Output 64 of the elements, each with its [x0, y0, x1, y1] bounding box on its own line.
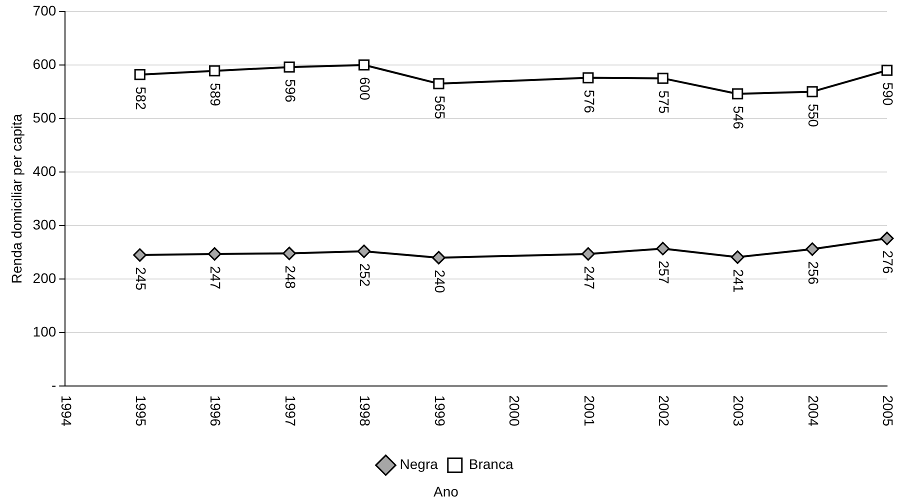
x-axis-title: Ano — [434, 483, 459, 500]
data-label: 596 — [282, 79, 298, 103]
data-label: 256 — [805, 261, 822, 285]
legend-label: Branca — [468, 456, 514, 472]
point — [433, 78, 444, 90]
data-label: 589 — [208, 82, 224, 106]
data-label: 565 — [432, 96, 448, 120]
x-tick-label: 1995 — [133, 395, 150, 427]
data-label: 247 — [208, 266, 224, 290]
point — [582, 72, 594, 84]
x-tick-label: 1997 — [282, 395, 298, 427]
data-label: 248 — [282, 265, 298, 289]
point — [358, 59, 370, 70]
data-label: 550 — [805, 104, 822, 128]
point — [732, 88, 744, 100]
data-label: 240 — [432, 270, 448, 294]
legend-label: Negra — [400, 456, 438, 472]
y-axis-title: Renda domiciliar per capita — [8, 114, 24, 284]
y-tick-label: 600 — [32, 56, 56, 72]
data-label: 590 — [880, 82, 896, 106]
data-label: 575 — [656, 90, 672, 114]
point — [284, 62, 295, 73]
x-tick-label: 2005 — [880, 395, 896, 427]
x-tick-label: 2001 — [581, 395, 598, 427]
x-tick-label: 2003 — [730, 395, 747, 427]
x-tick-label: 1998 — [357, 395, 374, 427]
x-tick-label: 2000 — [506, 395, 523, 427]
data-label: 276 — [880, 250, 896, 274]
point — [581, 247, 595, 261]
point — [806, 86, 818, 98]
point — [282, 246, 296, 260]
point — [730, 250, 744, 264]
x-tick-label: 1994 — [58, 395, 74, 427]
point — [880, 232, 894, 246]
y-tick-label: 200 — [32, 270, 56, 286]
point — [432, 250, 446, 264]
y-tick-label: - — [51, 377, 56, 394]
point — [134, 69, 146, 80]
data-label: 252 — [357, 263, 374, 287]
point — [657, 72, 668, 84]
data-label: 241 — [730, 269, 747, 293]
data-label: 245 — [133, 267, 150, 291]
y-tick-label: 300 — [32, 216, 56, 232]
point — [208, 247, 222, 261]
data-label: 257 — [656, 260, 672, 284]
point — [357, 244, 371, 258]
x-tick-label: 1999 — [432, 395, 448, 427]
y-tick-label: 700 — [32, 2, 56, 18]
data-label: 247 — [581, 266, 598, 290]
x-tick-label: 2004 — [805, 395, 822, 427]
data-label: 600 — [357, 76, 374, 101]
data-label: 582 — [133, 86, 150, 110]
point — [806, 242, 820, 256]
y-tick-label: 100 — [32, 324, 56, 340]
point — [209, 65, 220, 76]
point — [656, 242, 670, 256]
y-tick-label: 400 — [32, 162, 56, 179]
data-label: 546 — [730, 106, 747, 130]
x-tick-label: 2002 — [656, 395, 672, 427]
point — [881, 64, 893, 76]
data-label: 576 — [581, 90, 598, 114]
point — [133, 248, 147, 262]
y-tick-label: 500 — [32, 109, 56, 126]
x-tick-label: 1996 — [208, 395, 224, 427]
